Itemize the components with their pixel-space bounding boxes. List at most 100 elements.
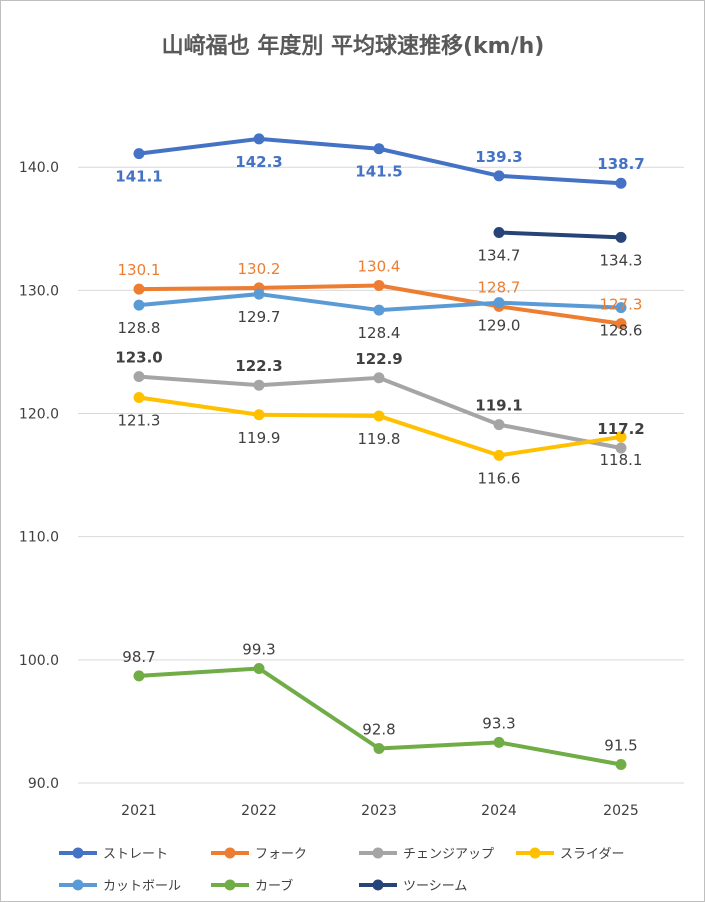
series-7 [493,226,627,243]
legend-swatch-marker [72,847,84,859]
series-5 [133,288,627,316]
data-label: 119.1 [475,397,522,415]
legend-swatch-marker [529,847,541,859]
legend-label: スライダー [560,847,624,862]
y-tick-label: 130.0 [19,283,59,299]
x-tick-label: 2023 [361,803,397,819]
data-point [373,743,385,755]
data-point [253,288,265,300]
y-tick-label: 140.0 [19,160,59,176]
data-point [133,299,145,311]
x-tick-label: 2025 [603,803,639,819]
data-point [373,410,385,422]
legend-item: ツーシーム [359,879,467,894]
data-label: 116.6 [478,469,521,487]
data-label: 138.7 [597,155,644,173]
legend-swatch-marker [72,879,84,891]
data-label: 128.8 [118,319,161,337]
data-point [133,392,145,404]
legend-label: チェンジアップ [403,847,494,862]
legend-swatch-marker [372,879,384,891]
data-point [253,379,265,391]
data-label: 123.0 [115,349,162,367]
legend-swatch-marker [224,847,236,859]
data-label: 130.1 [118,261,161,279]
x-tick-label: 2024 [481,803,517,819]
data-point [493,297,505,309]
data-point [615,231,627,243]
chart-title: 山﨑福也 年度別 平均球速推移(km/h) [162,33,545,59]
data-label: 130.2 [238,260,281,278]
data-point [373,279,385,291]
data-label: 141.1 [115,168,162,186]
data-label: 128.4 [358,324,401,342]
data-point [615,302,627,314]
series-1 [133,133,627,189]
y-tick-label: 110.0 [19,530,59,546]
y-tick-label: 100.0 [19,653,59,669]
data-point [615,442,627,454]
data-point [253,662,265,674]
legend-label: ストレート [103,847,168,862]
data-label: 93.3 [482,714,515,732]
data-label: 122.9 [355,350,402,368]
data-label: 142.3 [235,153,282,171]
data-point [493,736,505,748]
data-label: 118.1 [600,451,643,469]
series-lines [133,133,627,771]
data-point [373,143,385,155]
data-label: 134.7 [478,246,521,264]
data-point [615,759,627,771]
data-label: 121.3 [118,412,161,430]
x-tick-label: 2022 [241,803,277,819]
data-point [615,431,627,443]
data-point [253,409,265,421]
legend-label: ツーシーム [403,879,467,894]
data-label: 98.7 [122,648,155,666]
data-point [493,226,505,238]
data-point [133,371,145,383]
legend-swatch-marker [372,847,384,859]
data-label: 119.8 [358,430,401,448]
legend-label: カットボール [103,879,181,894]
data-label: 139.3 [475,148,522,166]
data-label: 128.7 [478,278,521,296]
series-3 [133,371,627,454]
data-label: 127.3 [600,296,643,314]
data-point [615,177,627,189]
data-label: 92.8 [362,721,395,739]
data-label: 128.6 [600,322,643,340]
data-labels: 141.1 142.3 141.5 139.3 138.7 130.1 130.2 130.4… [115,148,644,755]
data-point [615,318,627,330]
data-point [133,670,145,682]
data-label: 134.3 [600,251,643,269]
legend-item: チェンジアップ [359,847,494,862]
data-label: 122.3 [235,357,282,375]
data-point [493,449,505,461]
data-label: 130.4 [358,257,401,275]
x-tick-label: 2021 [121,803,157,819]
data-label: 141.5 [355,163,402,181]
data-point [493,170,505,182]
series-4 [133,392,627,461]
y-tick-label: 120.0 [19,407,59,423]
data-point [133,148,145,160]
data-point [133,283,145,295]
y-tick-label: 90.0 [28,776,59,792]
legend-swatch-marker [224,879,236,891]
legend-item: フォーク [211,847,307,862]
legend-item: スライダー [516,847,624,862]
data-point [253,133,265,145]
series-6 [133,662,627,771]
data-label: 119.9 [238,429,281,447]
data-label: 99.3 [242,640,275,658]
legend-item: カーブ [211,878,293,894]
data-point [373,304,385,316]
legend-label: フォーク [255,847,307,862]
series-line [497,230,623,240]
data-label: 91.5 [604,737,637,755]
axis-labels: 90.0 100.0 110.0 120.0 130.0 140.0 2021 2022 202… [19,160,639,819]
legend-item: カットボール [59,879,181,894]
